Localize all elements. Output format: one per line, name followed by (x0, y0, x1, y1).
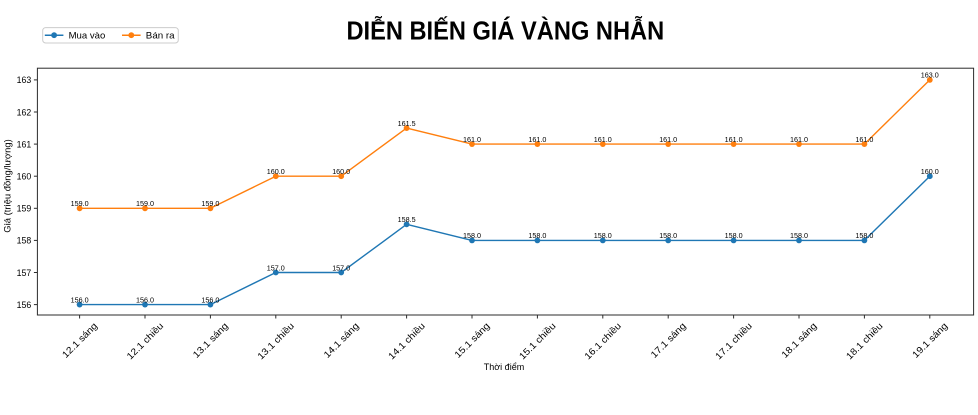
svg-text:158.0: 158.0 (855, 231, 873, 240)
svg-text:Giá (triệu đồng/lượng): Giá (triệu đồng/lượng) (3, 139, 13, 233)
svg-text:162: 162 (17, 107, 32, 117)
svg-text:156.0: 156.0 (136, 295, 154, 304)
svg-text:156.0: 156.0 (201, 295, 219, 304)
svg-text:158.5: 158.5 (398, 215, 416, 224)
svg-text:160: 160 (17, 172, 32, 182)
svg-text:161.0: 161.0 (463, 135, 481, 144)
svg-text:158.0: 158.0 (790, 231, 808, 240)
svg-text:159.0: 159.0 (136, 199, 154, 208)
svg-text:159.0: 159.0 (71, 199, 89, 208)
svg-text:158.0: 158.0 (659, 231, 677, 240)
svg-text:157: 157 (17, 268, 32, 278)
svg-text:158.0: 158.0 (463, 231, 481, 240)
svg-text:158.0: 158.0 (594, 231, 612, 240)
svg-text:161.0: 161.0 (659, 135, 677, 144)
svg-text:161.0: 161.0 (594, 135, 612, 144)
svg-text:157.0: 157.0 (267, 263, 285, 272)
svg-text:163: 163 (17, 75, 32, 85)
svg-text:161: 161 (17, 139, 32, 149)
svg-text:160.0: 160.0 (332, 167, 350, 176)
svg-text:163.0: 163.0 (921, 71, 939, 80)
svg-text:Mua vào: Mua vào (69, 31, 106, 41)
svg-text:156: 156 (17, 300, 32, 310)
svg-text:160.0: 160.0 (921, 167, 939, 176)
svg-text:161.0: 161.0 (790, 135, 808, 144)
svg-text:157.0: 157.0 (332, 263, 350, 272)
svg-text:160.0: 160.0 (267, 167, 285, 176)
svg-text:159: 159 (17, 204, 32, 214)
svg-text:Thời điểm: Thời điểm (484, 362, 524, 372)
svg-text:158.0: 158.0 (725, 231, 743, 240)
svg-text:DIỄN BIẾN GIÁ VÀNG NHẪN: DIỄN BIẾN GIÁ VÀNG NHẪN (346, 16, 664, 46)
svg-text:161.0: 161.0 (725, 135, 743, 144)
svg-text:158: 158 (17, 236, 32, 246)
svg-text:156.0: 156.0 (71, 295, 89, 304)
svg-text:159.0: 159.0 (201, 199, 219, 208)
svg-text:161.0: 161.0 (528, 135, 546, 144)
svg-text:161.0: 161.0 (855, 135, 873, 144)
svg-text:161.5: 161.5 (398, 119, 416, 128)
svg-text:158.0: 158.0 (528, 231, 546, 240)
svg-text:Bán ra: Bán ra (146, 31, 176, 41)
